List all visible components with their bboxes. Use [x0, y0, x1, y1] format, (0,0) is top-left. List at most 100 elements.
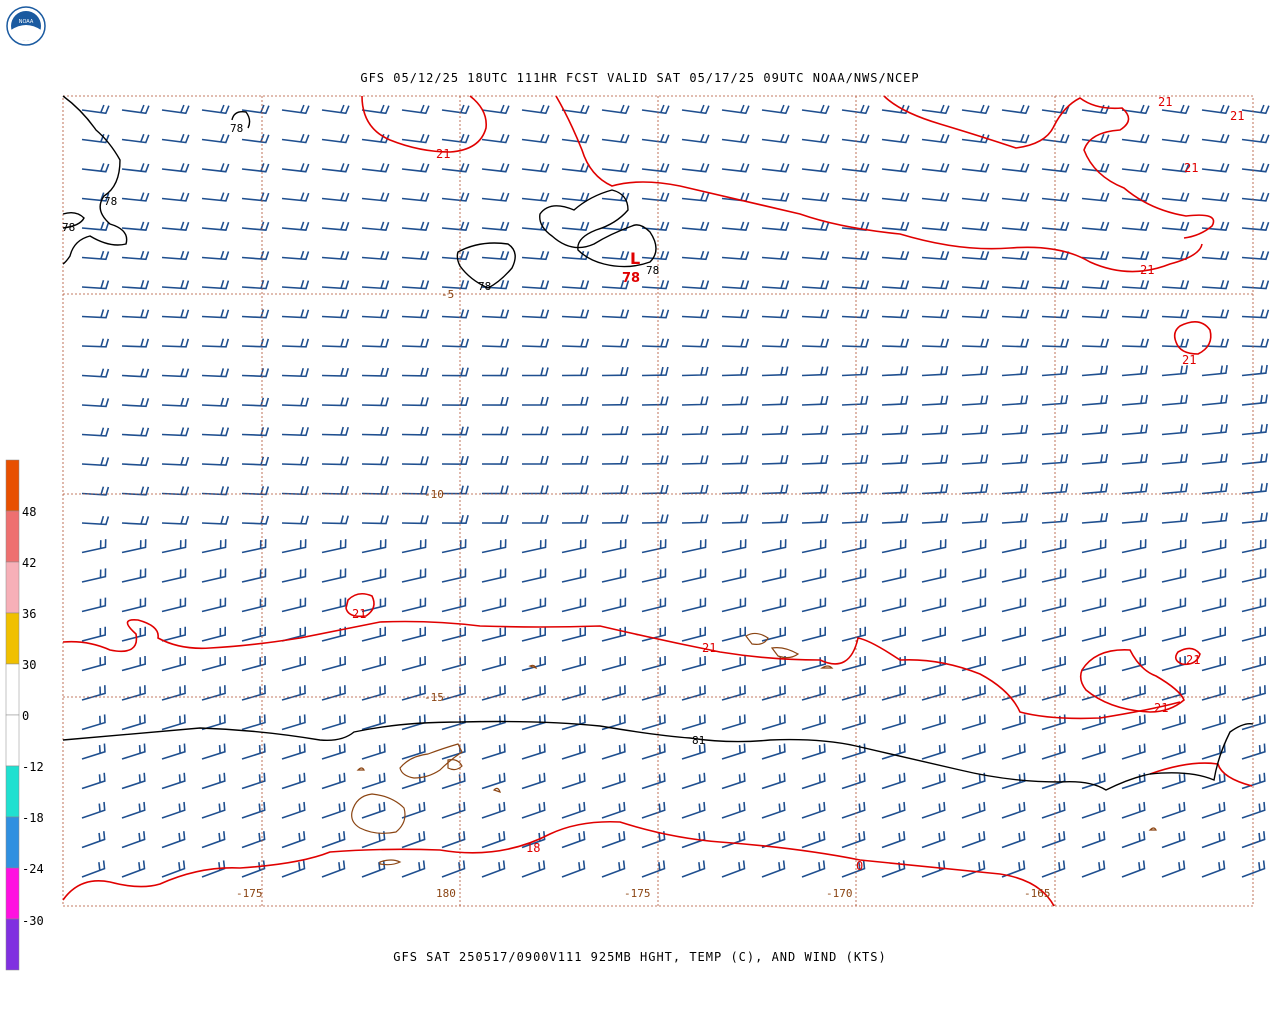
- wind-barb: [1161, 365, 1188, 377]
- lon-label-165: -165: [1024, 887, 1051, 900]
- wind-barb: [321, 426, 349, 436]
- wind-barb: [441, 163, 470, 173]
- height-contours: [62, 95, 1254, 791]
- wind-barb: [481, 801, 506, 819]
- wind-barb: [1201, 801, 1226, 819]
- wind-barb: [1001, 250, 1030, 261]
- wind-barb: [81, 568, 107, 583]
- wind-barb: [761, 104, 790, 115]
- wind-barb: [1041, 626, 1066, 642]
- wind-barb: [1201, 685, 1226, 701]
- wind-barb: [1001, 424, 1029, 436]
- wind-barb: [1081, 772, 1106, 790]
- wind-barb: [521, 280, 550, 290]
- wind-barb: [761, 626, 786, 642]
- wind-barb: [1121, 512, 1148, 524]
- wind-barb: [561, 655, 587, 672]
- wind-barb: [1161, 512, 1188, 524]
- wind-barb: [1001, 280, 1030, 290]
- wind-barb: [321, 743, 346, 760]
- wind-barb: [1121, 192, 1150, 202]
- wind-barb: [801, 801, 826, 819]
- wind-barb: [441, 626, 466, 642]
- wind-barb: [161, 860, 186, 878]
- temp-contour-21-top: [555, 95, 1203, 273]
- wind-barb: [401, 655, 427, 672]
- wind-barb: [601, 338, 630, 348]
- wind-barb: [481, 426, 509, 436]
- wind-barb: [1041, 539, 1067, 554]
- wind-barb: [921, 714, 946, 731]
- wind-barb: [401, 280, 430, 290]
- wind-barb: [681, 309, 710, 319]
- wind-barb: [721, 309, 750, 319]
- wind-barb: [761, 425, 789, 436]
- wind-barb: [1241, 250, 1270, 261]
- wind-barb: [1001, 568, 1027, 583]
- wind-barb: [241, 163, 270, 173]
- wind-barb: [1201, 192, 1230, 202]
- wind-barb: [1081, 163, 1110, 173]
- wind-barb: [601, 485, 629, 495]
- wind-barb: [521, 801, 546, 819]
- wind-barb: [1001, 133, 1030, 144]
- wind-barb: [321, 192, 350, 202]
- wind-barb: [681, 250, 710, 261]
- wind-barb: [1081, 250, 1110, 261]
- wind-barb: [361, 338, 390, 348]
- wind-barb: [121, 515, 150, 526]
- wind-barb: [961, 860, 986, 878]
- wind-barb: [601, 772, 626, 790]
- wind-barb: [761, 366, 789, 377]
- wind-barb: [1161, 221, 1190, 231]
- wind-barb: [961, 831, 986, 849]
- wind-barb: [601, 396, 629, 406]
- wind-barb: [841, 192, 870, 202]
- wind-barb: [401, 163, 430, 173]
- wind-barb: [281, 714, 306, 731]
- wind-barb: [1081, 801, 1106, 819]
- wind-barb: [641, 250, 670, 261]
- wind-barb: [961, 309, 990, 319]
- wind-barb: [521, 104, 550, 115]
- wind-barb: [361, 250, 390, 261]
- wind-barb: [361, 714, 386, 731]
- wind-barb: [1161, 338, 1190, 348]
- wind-barb: [241, 539, 267, 554]
- wind-barb: [1001, 395, 1029, 406]
- wind-barb: [761, 338, 790, 348]
- wind-barb: [961, 513, 989, 524]
- wind-barb: [681, 514, 709, 524]
- wind-barb: [921, 424, 949, 436]
- wind-barb: [241, 655, 267, 672]
- wind-barb: [321, 250, 350, 261]
- wind-barb: [281, 655, 307, 672]
- wind-barb: [1121, 831, 1146, 849]
- wind-barb: [601, 104, 630, 115]
- wind-barb: [241, 280, 270, 290]
- wind-barb: [801, 772, 826, 790]
- wind-barb: [921, 539, 947, 554]
- wind-barb: [721, 396, 749, 406]
- wind-barb: [1041, 250, 1070, 261]
- wind-barb: [361, 626, 386, 642]
- wind-barb: [841, 772, 866, 790]
- wind-barb: [161, 831, 186, 849]
- wind-barb: [1241, 597, 1267, 613]
- wind-barb: [721, 280, 750, 290]
- wind-barb: [801, 597, 827, 613]
- wind-barb: [1121, 483, 1148, 495]
- wind-barb: [1241, 453, 1268, 465]
- wind-barb: [1001, 714, 1026, 731]
- wind-barb: [121, 280, 150, 290]
- wind-barb: [961, 221, 990, 231]
- wind-barb: [1081, 743, 1106, 760]
- lon-label-180: 180: [436, 887, 456, 900]
- wind-barb: [761, 539, 787, 554]
- wind-barb: [81, 515, 110, 526]
- wind-barb: [1041, 655, 1067, 672]
- wind-barb: [681, 338, 710, 348]
- wind-barb: [1081, 568, 1107, 583]
- wind-barb: [521, 685, 546, 701]
